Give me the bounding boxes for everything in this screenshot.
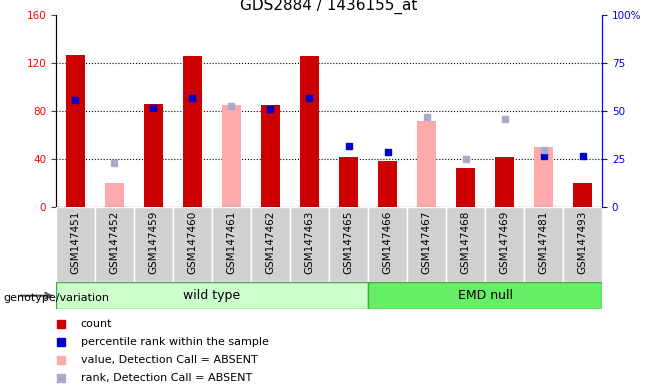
Bar <box>329 207 368 282</box>
Bar <box>56 207 95 282</box>
Text: GSM147460: GSM147460 <box>188 211 197 274</box>
Bar <box>143 104 163 207</box>
Text: wild type: wild type <box>184 289 241 302</box>
Bar <box>66 55 85 207</box>
Text: GSM147493: GSM147493 <box>578 211 588 275</box>
Text: value, Detection Call = ABSENT: value, Detection Call = ABSENT <box>80 355 257 365</box>
Bar <box>495 157 515 207</box>
Bar <box>495 157 515 207</box>
Bar <box>417 121 436 207</box>
Bar <box>378 161 397 207</box>
Bar <box>339 157 358 207</box>
Bar <box>524 207 563 282</box>
Bar <box>485 207 524 282</box>
Bar <box>563 207 602 282</box>
Text: genotype/variation: genotype/variation <box>3 293 109 303</box>
Bar <box>251 207 290 282</box>
Bar <box>56 282 368 309</box>
Text: GSM147481: GSM147481 <box>538 211 549 275</box>
Text: GSM147469: GSM147469 <box>499 211 509 275</box>
Title: GDS2884 / 1436155_at: GDS2884 / 1436155_at <box>240 0 418 14</box>
Bar <box>456 168 475 207</box>
Bar <box>134 207 173 282</box>
Text: percentile rank within the sample: percentile rank within the sample <box>80 338 268 348</box>
Text: GSM147467: GSM147467 <box>422 211 432 275</box>
Bar <box>105 184 124 207</box>
Text: GSM147461: GSM147461 <box>226 211 236 275</box>
Bar <box>212 207 251 282</box>
Bar <box>407 207 446 282</box>
Bar <box>95 207 134 282</box>
Bar <box>573 184 592 207</box>
Text: GSM147459: GSM147459 <box>149 211 159 275</box>
Text: GSM147452: GSM147452 <box>109 211 120 275</box>
Bar <box>446 207 485 282</box>
Bar <box>183 56 202 207</box>
Bar <box>222 105 241 207</box>
Text: rank, Detection Call = ABSENT: rank, Detection Call = ABSENT <box>80 373 252 383</box>
Bar <box>534 147 553 207</box>
Bar <box>290 207 329 282</box>
Text: GSM147465: GSM147465 <box>343 211 353 275</box>
Text: GSM147451: GSM147451 <box>70 211 80 275</box>
Text: count: count <box>80 319 112 329</box>
Bar <box>173 207 212 282</box>
Text: GSM147463: GSM147463 <box>305 211 315 275</box>
Text: GSM147468: GSM147468 <box>461 211 470 275</box>
Bar <box>300 56 319 207</box>
Text: GSM147466: GSM147466 <box>382 211 393 275</box>
Bar <box>368 207 407 282</box>
Bar <box>368 282 602 309</box>
Text: GSM147462: GSM147462 <box>265 211 276 275</box>
Text: EMD null: EMD null <box>457 289 513 302</box>
Bar <box>261 105 280 207</box>
